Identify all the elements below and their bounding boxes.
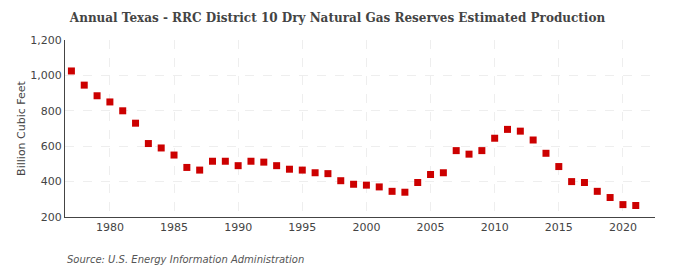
svg-text:2020: 2020 [609,221,637,234]
svg-text:2015: 2015 [545,221,573,234]
svg-text:1,000: 1,000 [30,69,62,82]
svg-text:1980: 1980 [96,221,124,234]
svg-text:1990: 1990 [224,221,252,234]
svg-text:Source: U.S. Energy Informatio: Source: U.S. Energy Information Administ… [67,254,304,265]
svg-text:2010: 2010 [481,221,509,234]
svg-text:2000: 2000 [352,221,380,234]
svg-text:1985: 1985 [160,221,188,234]
svg-text:Billion Cubic Feet: Billion Cubic Feet [15,80,28,175]
svg-text:200: 200 [41,211,62,224]
svg-text:1995: 1995 [288,221,316,234]
svg-text:2005: 2005 [417,221,445,234]
svg-text:1,200: 1,200 [30,34,62,47]
svg-text:Annual Texas - RRC District 10: Annual Texas - RRC District 10 Dry Natur… [69,11,606,25]
svg-text:400: 400 [41,175,62,188]
svg-text:600: 600 [41,140,62,153]
svg-text:800: 800 [41,105,62,118]
